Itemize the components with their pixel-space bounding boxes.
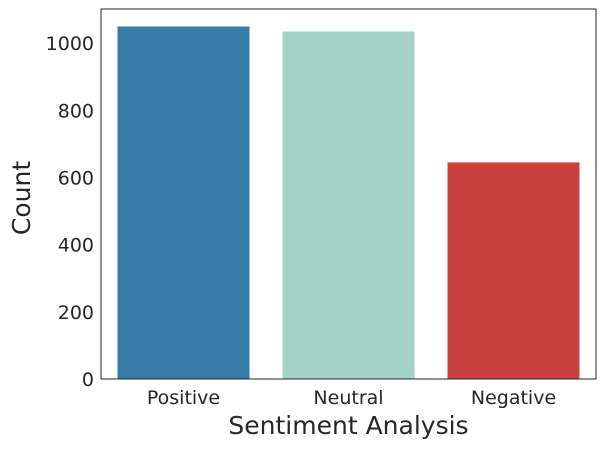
x-ticks-group: Positive Neutral Negative [147,387,556,409]
y-tick-label-0: 0 [82,369,94,391]
bar-neutral [282,31,415,379]
bar-negative [447,162,580,379]
y-tick-label-600: 600 [58,168,94,190]
y-tick-label-800: 800 [58,100,94,122]
y-axis-label: Count [7,161,36,235]
bars-group [117,26,580,379]
x-tick-label-negative: Negative [471,387,556,409]
x-axis-label: Sentiment Analysis [228,411,468,440]
plot-frame [100,8,597,380]
y-tick-label-1000: 1000 [46,33,94,55]
y-tick-label-200: 200 [58,302,94,324]
x-tick-label-neutral: Neutral [313,387,383,409]
y-tick-label-400: 400 [58,235,94,257]
x-tick-label-positive: Positive [147,387,220,409]
y-ticks-group: 0 200 400 600 800 1000 [46,33,94,391]
bar-positive [117,26,250,379]
